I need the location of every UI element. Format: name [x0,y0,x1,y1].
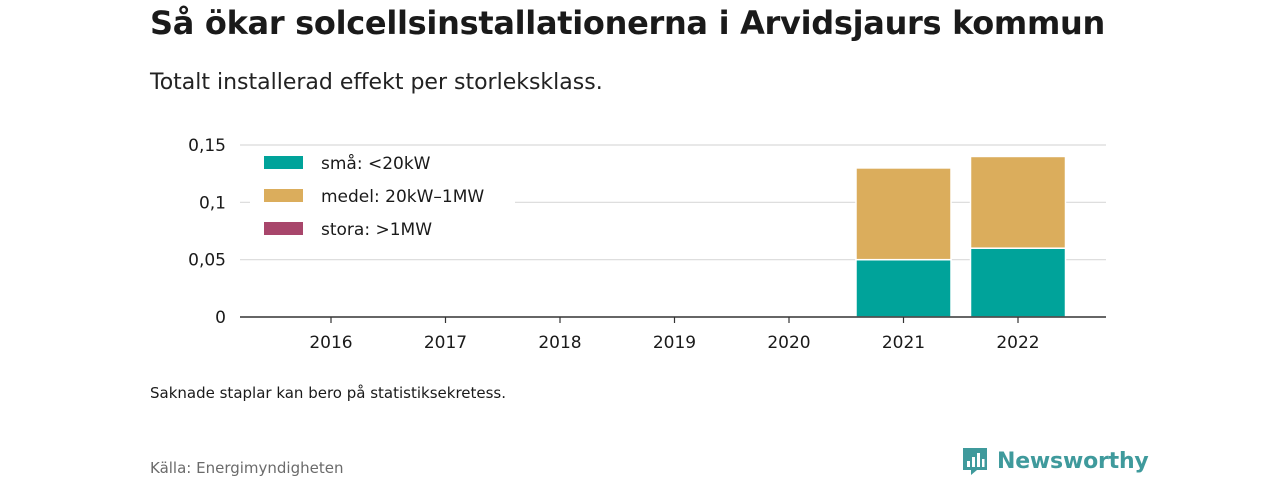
legend-label: stora: >1MW [321,220,432,240]
y-tick-label: 0,15 [188,136,226,156]
brand: Newsworthy [961,446,1149,476]
bar-segment [855,258,952,318]
x-tick-label: 2021 [882,333,925,353]
chart-note: Saknade staplar kan bero på statistiksek… [150,384,507,402]
legend-swatch [264,222,303,235]
legend-label: medel: 20kW–1MW [321,187,484,207]
bar-segment [855,167,952,261]
y-tick-label: 0,1 [199,193,226,213]
y-tick-label: 0,05 [188,251,226,271]
chart-title: Så ökar solcellsinstallationerna i Arvid… [150,4,1105,42]
bar-chart: 0 0,05 0,1 0,15 2016 2017 2018 2019 2020 2021 2022… [188,136,1106,353]
x-tick-label: 2019 [653,333,696,353]
legend-swatch [264,189,303,202]
bar-segment [969,247,1067,318]
legend-label: små: <20kW [321,153,431,174]
x-tick-label: 2017 [424,333,467,353]
x-tick-label: 2018 [538,333,581,353]
newsworthy-logo-icon [963,448,987,475]
x-tick-label: 2022 [996,333,1039,353]
chart-source: Källa: Energimyndigheten [150,459,344,477]
x-tick-label: 2016 [309,333,352,353]
brand-name: Newsworthy [997,448,1149,474]
y-tick-label: 0 [215,308,226,328]
chart-subtitle: Totalt installerad effekt per storlekskl… [150,70,603,95]
bar-segment [969,155,1067,249]
legend-swatch [264,156,303,169]
x-tick-label: 2020 [767,333,810,353]
